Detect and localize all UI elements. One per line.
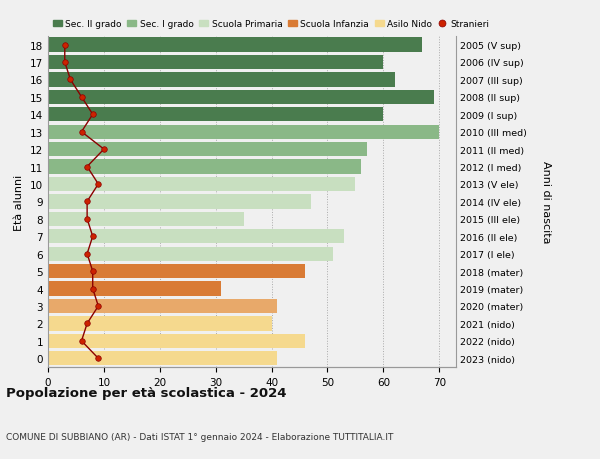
Legend: Sec. II grado, Sec. I grado, Scuola Primaria, Scuola Infanzia, Asilo Nido, Stran: Sec. II grado, Sec. I grado, Scuola Prim… (53, 20, 490, 29)
Bar (48, 108, 383, 122)
Bar (48, 317, 272, 331)
Bar (48, 195, 311, 209)
Bar (48, 90, 434, 105)
Bar (48, 125, 439, 140)
Y-axis label: Anni di nascita: Anni di nascita (541, 161, 551, 243)
Bar (48, 178, 355, 192)
Bar (48, 247, 333, 261)
Bar (48, 334, 305, 348)
Bar (48, 73, 395, 87)
Bar (48, 230, 344, 244)
Bar (48, 212, 244, 226)
Text: COMUNE DI SUBBIANO (AR) - Dati ISTAT 1° gennaio 2024 - Elaborazione TUTTITALIA.I: COMUNE DI SUBBIANO (AR) - Dati ISTAT 1° … (6, 431, 394, 441)
Bar (48, 160, 361, 174)
Bar (48, 38, 422, 52)
Bar (48, 299, 277, 313)
Bar (48, 143, 367, 157)
Y-axis label: Età alunni: Età alunni (14, 174, 25, 230)
Bar (48, 282, 221, 296)
Bar (48, 56, 383, 70)
Text: Popolazione per età scolastica - 2024: Popolazione per età scolastica - 2024 (6, 386, 287, 399)
Bar (48, 264, 305, 279)
Bar (48, 352, 277, 366)
